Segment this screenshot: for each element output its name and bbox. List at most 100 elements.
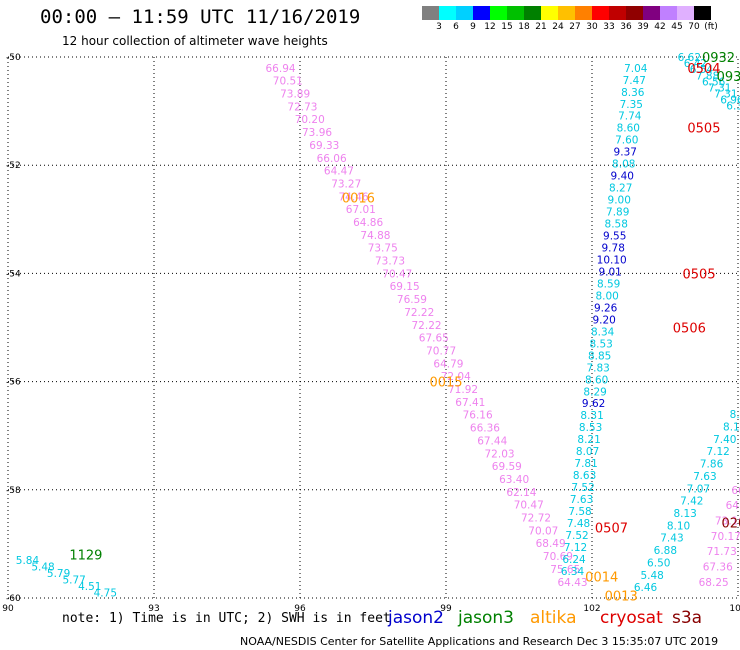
- wave-height-value: 67.44: [477, 435, 507, 447]
- wave-height-value: 7.63: [570, 494, 593, 506]
- wave-height-value: 8.58: [605, 219, 628, 231]
- colorbar-tick-label: 33: [603, 22, 615, 32]
- wave-height-value: 8.60: [617, 123, 640, 135]
- wave-height-value: 9.00: [608, 195, 631, 207]
- wave-height-value: 69.59: [492, 461, 522, 473]
- legend-altika: altika: [530, 608, 577, 628]
- wave-height-value: 7.31: [714, 89, 737, 101]
- wave-height-value: 7.60: [615, 135, 638, 147]
- wave-height-value: 8.53: [589, 338, 612, 350]
- y-tick-label: -58: [6, 486, 21, 496]
- wave-height-value: 8.07: [576, 446, 599, 458]
- wave-height-value: 7.40: [713, 434, 736, 446]
- y-tick-label: -56: [6, 378, 21, 388]
- wave-height-value: 8.63: [573, 470, 596, 482]
- wave-height-value: 8.00: [595, 290, 618, 302]
- wave-height-value: 9.37: [614, 147, 637, 159]
- time-label: 0505: [687, 121, 720, 136]
- wave-height-value: 7.42: [680, 496, 703, 508]
- wave-height-value: 10.10: [597, 254, 627, 266]
- colorbar-tick-label: 18: [518, 22, 530, 32]
- colorbar-tick-label: 21: [535, 22, 547, 32]
- time-label: 0504: [687, 62, 720, 77]
- credit-line: NOAA/NESDIS Center for Satellite Applica…: [240, 635, 719, 648]
- wave-height-value: 8.36: [621, 87, 645, 99]
- time-label: 0016: [342, 192, 375, 207]
- wave-height-value: 67.65: [419, 333, 449, 345]
- colorbar-swatch: [626, 6, 643, 20]
- wave-height-value: 71.92: [448, 384, 478, 396]
- colorbar-tick-label: (ft): [704, 22, 718, 32]
- wave-height-value: 9.26: [594, 302, 618, 314]
- colorbar-tick-label: 39: [637, 22, 649, 32]
- wave-height-value: 70.69: [543, 551, 573, 563]
- legend-cryosat: cryosat: [600, 608, 663, 628]
- colorbar-swatch: [575, 6, 592, 20]
- colorbar-tick-label: 12: [484, 22, 496, 32]
- wave-height-value: 7.52: [571, 482, 594, 494]
- wave-height-value: 75.65: [550, 564, 580, 576]
- colorbar-swatch: [490, 6, 507, 20]
- wave-height-value: 7.83: [586, 362, 609, 374]
- wave-height-value: 7.35: [620, 99, 643, 111]
- time-label: 0505: [683, 267, 716, 282]
- y-tick-label: -54: [6, 269, 21, 279]
- colorbar-swatch: [609, 6, 626, 20]
- wave-height-value: 7.74: [618, 111, 642, 123]
- wave-height-value: 4.75: [94, 588, 117, 600]
- time-label: 0015: [429, 376, 462, 391]
- legend-s3a: s3a: [672, 608, 703, 628]
- wave-height-value: 64.47: [324, 166, 354, 178]
- footer-note: note: 1) Time is in UTC; 2) SWH is in fe…: [62, 611, 391, 626]
- colorbar-tick-label: 70: [688, 22, 700, 32]
- wave-height-value: 73.27: [331, 178, 361, 190]
- wave-height-value: 4.51: [78, 581, 101, 593]
- wave-height-value: 7.04: [624, 63, 648, 75]
- chart-title: 00:00 – 11:59 UTC 11/16/2019: [40, 6, 361, 28]
- wave-height-value: 7.12: [706, 446, 729, 458]
- wave-height-value: 70.20: [295, 114, 325, 126]
- x-tick-label: 96: [294, 604, 306, 614]
- wave-height-value: 8.29: [583, 386, 606, 398]
- wave-height-value: 8.53: [579, 422, 602, 434]
- wave-height-value: 8.31: [580, 410, 603, 422]
- wave-height-value: 5.48: [640, 570, 663, 582]
- time-label: 0014: [585, 570, 618, 585]
- wave-height-value: 76.16: [463, 410, 493, 422]
- wave-height-value: 64.: [726, 500, 740, 512]
- wave-height-value: 8.10: [667, 520, 690, 532]
- wave-height-value: 72.04: [441, 371, 471, 383]
- time-label: 0506: [673, 322, 706, 337]
- wave-height-value: 72.72: [521, 513, 551, 525]
- wave-height-value: 8.08: [612, 159, 635, 171]
- x-tick-label: 99: [440, 604, 452, 614]
- colorbar-swatch: [422, 6, 439, 20]
- legend-jason2: jason2: [388, 608, 444, 628]
- wave-height-value: 68.49: [536, 538, 566, 550]
- wave-height-value: 66: [731, 485, 740, 497]
- y-tick-label: -50: [6, 53, 21, 63]
- wave-height-value: 8.34: [591, 326, 615, 338]
- wave-height-value: 73.73: [375, 256, 405, 268]
- wave-height-value: 72.73: [287, 101, 317, 113]
- x-tick-label: 90: [2, 604, 14, 614]
- wave-height-value: 62.14: [506, 487, 536, 499]
- wave-height-value: 8.21: [577, 434, 600, 446]
- wave-height-value: 76.59: [397, 294, 427, 306]
- colorbar-swatch: [660, 6, 677, 20]
- colorbar-swatch: [456, 6, 473, 20]
- time-label: 0013: [605, 589, 638, 604]
- wave-height-value: 66.94: [266, 63, 296, 75]
- colorbar-swatch: [507, 6, 524, 20]
- wave-height-value: 73.75: [368, 243, 398, 255]
- colorbar-tick-label: 6: [453, 22, 459, 32]
- wave-height-value: 6.42: [684, 58, 707, 70]
- wave-height-value: 67.41: [455, 397, 485, 409]
- colorbar-swatch: [558, 6, 575, 20]
- wave-height-value: 72.22: [412, 320, 442, 332]
- wave-height-value: 8.60: [585, 374, 608, 386]
- wave-height-value: 6.46: [634, 582, 658, 594]
- wave-height-value: 6.56: [702, 76, 726, 88]
- wave-height-value: 5.77: [62, 575, 85, 587]
- wave-height-value: 74.88: [360, 230, 390, 242]
